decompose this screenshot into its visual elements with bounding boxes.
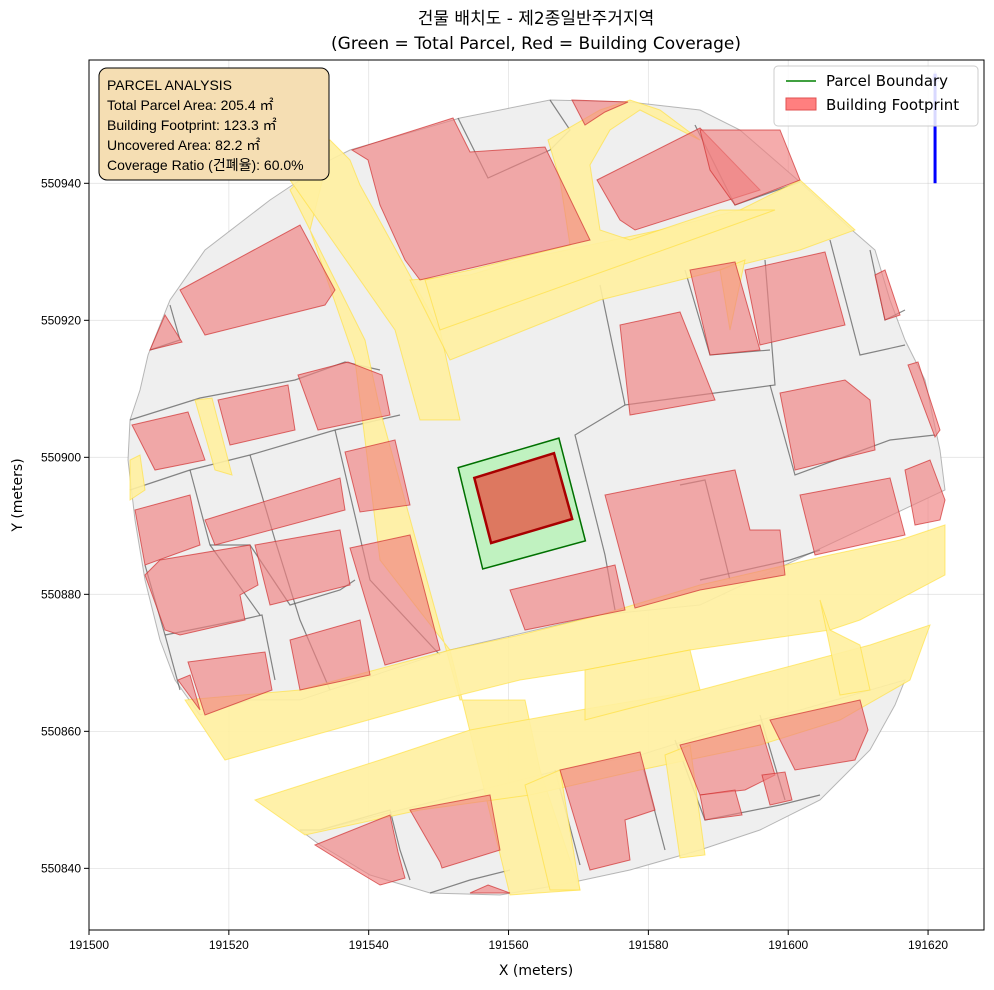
building-footprint [289,619,371,691]
building-footprint [904,459,946,526]
building-footprint [619,311,716,416]
building-footprint [761,771,793,806]
y-tick-label: 550940 [41,176,81,190]
x-axis: 191500 191520 191540 191560 191580 191600 1916… [69,930,948,952]
building-footprint [131,411,206,471]
y-tick-label: 550900 [41,450,81,464]
building-footprint [874,269,901,321]
x-tick-label: 191520 [209,938,249,952]
road [184,524,946,761]
building-footprint [204,477,346,546]
building-footprint [177,674,201,711]
building-footprint [571,99,629,126]
info-line: Total Parcel Area: 205.4 ㎡ [107,97,274,113]
building-footprint [344,439,411,513]
chart-title: 건물 배치도 - 제2종일반주거지역 [418,9,654,29]
info-line: PARCEL ANALYSIS [107,77,232,93]
building-footprint [769,699,869,771]
building-footprint [350,117,591,281]
road [424,99,776,331]
lot-line [829,239,906,356]
y-axis-label: Y (meters) [10,458,26,532]
road [524,769,581,891]
x-tick-label: 191620 [908,938,948,952]
plot-frame [88,59,985,931]
buildings-layer [131,99,946,894]
building-footprint [779,379,876,471]
building-footprint [134,494,201,566]
x-tick-label: 191580 [628,938,668,952]
info-line: Coverage Ratio (건폐율): 60.0% [107,157,304,173]
building-footprint [187,651,273,716]
road [584,649,701,721]
building-footprint [149,313,183,351]
road [129,454,146,501]
y-tick-label: 550920 [41,313,81,327]
building-footprint [744,251,846,346]
building-footprint [509,564,626,631]
road [194,397,233,476]
x-tick-label: 191540 [349,938,389,952]
roads-layer [129,99,946,896]
y-axis: 550840 550860 550880 550900 550920 550940 [41,176,89,875]
building-footprint [679,724,776,796]
target-building [472,451,574,545]
building-footprint [469,884,511,894]
y-tick-label: 550860 [41,724,81,738]
info-line: Uncovered Area: 82.2 ㎡ [107,137,260,153]
target-parcel-group [457,437,587,570]
chart-subtitle: (Green = Total Parcel, Red = Building Co… [331,34,741,54]
building-footprint [907,361,941,439]
legend-label: Building Footprint [826,96,959,114]
legend-label: Parcel Boundary [826,72,948,90]
lot-line [429,869,511,894]
info-line: Building Footprint: 123.3 ㎡ [107,117,277,133]
building-footprint [179,224,336,336]
building-footprint [604,469,786,609]
building-footprint [699,129,801,206]
x-tick-label: 191560 [489,938,529,952]
building-footprint [313,814,406,886]
building-footprint [254,529,351,606]
info-box: PARCEL ANALYSIS Total Parcel Area: 205.4… [98,67,330,181]
building-footprint [799,477,906,556]
x-axis-label: X (meters) [499,963,573,979]
building-footprint [559,751,656,871]
building-footprint [144,544,259,636]
building-footprint [699,789,743,821]
building-footprint [217,384,296,446]
road [819,599,871,696]
x-tick-label: 191500 [69,938,109,952]
site-map [127,69,946,896]
building-footprint [409,794,501,869]
legend: Parcel Boundary Building Footprint [773,65,979,127]
x-tick-label: 191600 [768,938,808,952]
building-footprint [689,261,761,356]
building-footprint [349,534,441,666]
y-tick-label: 550840 [41,861,81,875]
y-tick-label: 550880 [41,587,81,601]
building-footprint [297,361,391,431]
legend-patch-swatch [785,97,817,111]
